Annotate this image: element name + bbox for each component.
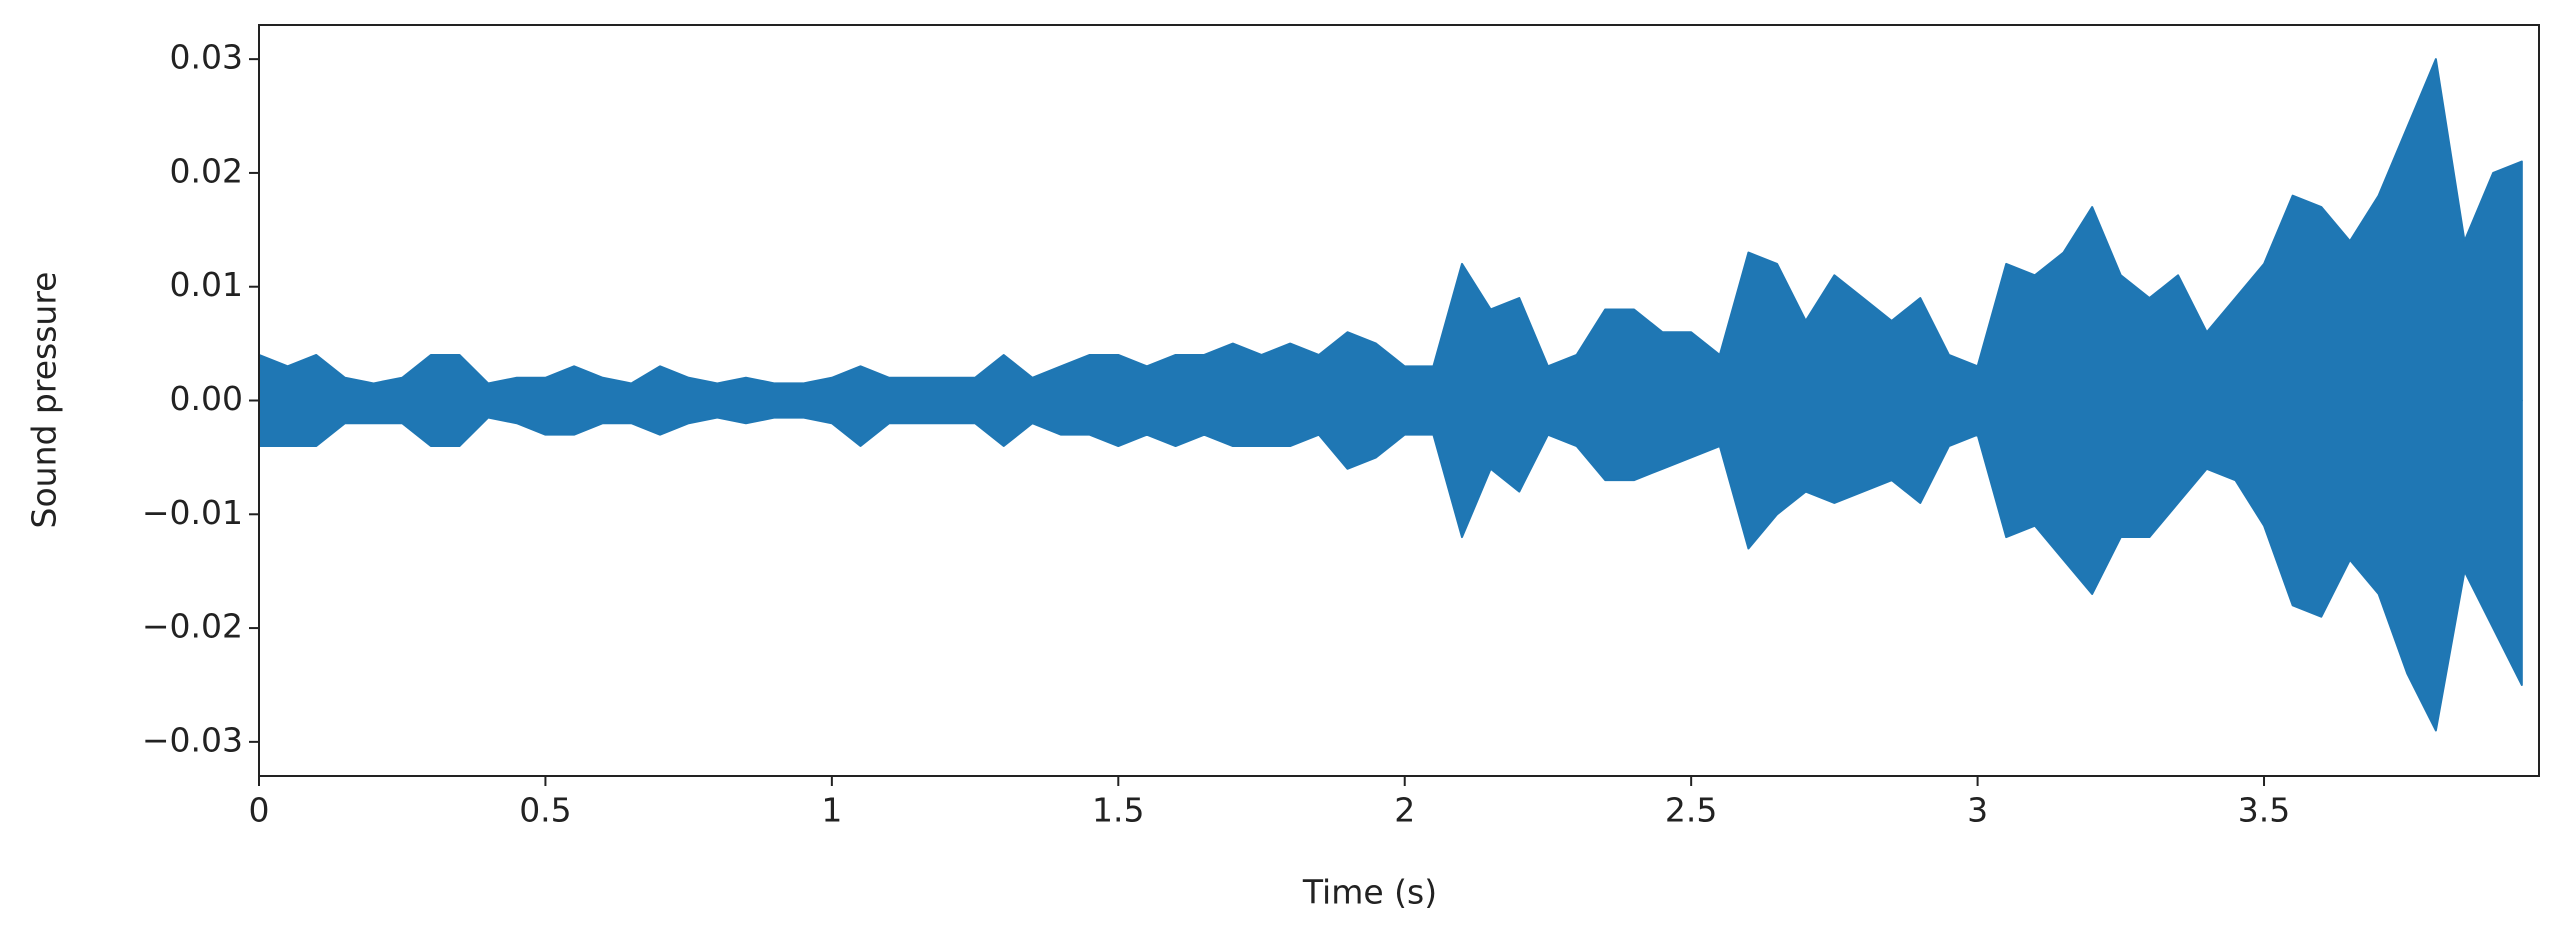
y-tick-label: −0.01 <box>142 493 243 532</box>
waveform-envelope <box>258 399 2523 732</box>
y-tick-label: −0.02 <box>142 607 243 646</box>
y-tick-label: 0.00 <box>170 379 243 418</box>
y-tick-label: 0.03 <box>170 38 243 77</box>
y-tick-label: 0.02 <box>170 151 243 190</box>
x-tick-label: 3 <box>1967 791 1988 830</box>
waveform-envelope <box>258 58 2523 402</box>
x-axis-label: Time (s) <box>1302 873 1437 912</box>
x-tick-label: 2.5 <box>1665 791 1717 830</box>
x-tick-label: 1 <box>821 791 842 830</box>
y-tick-label: −0.03 <box>142 720 243 759</box>
x-tick-label: 3.5 <box>2238 791 2290 830</box>
x-tick-label: 0.5 <box>519 791 571 830</box>
x-tick-label: 2 <box>1394 791 1415 830</box>
y-tick-label: 0.01 <box>170 265 243 304</box>
x-tick-label: 0 <box>249 791 270 830</box>
x-tick-label: 1.5 <box>1092 791 1144 830</box>
y-axis-label: Sound pressure <box>25 272 64 529</box>
